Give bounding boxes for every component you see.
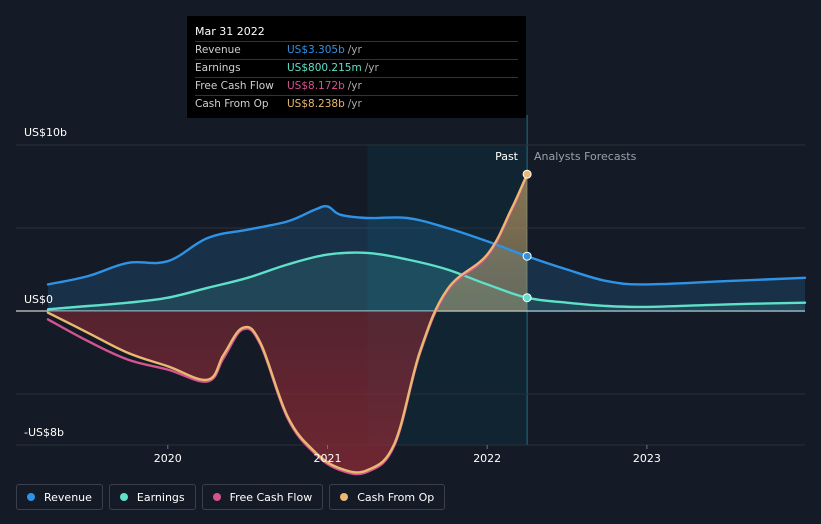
legend-dot-icon	[27, 493, 35, 501]
x-tick-label: 2023	[633, 452, 661, 465]
legend-dot-icon	[119, 493, 128, 501]
tooltip-row-fcf: Free Cash Flow US$8.172b /yr	[195, 77, 518, 95]
cfo-marker	[522, 169, 532, 179]
tooltip-name: Free Cash Flow	[195, 80, 274, 92]
legend-label: Free Cash Flow	[229, 490, 313, 504]
legend: Revenue Earnings Free Cash Flow Cash Fro…	[16, 484, 446, 510]
tooltip-row-cfo: Cash From Op US$8.238b /yr	[195, 95, 518, 113]
forecast-label: Analysts Forecasts	[534, 150, 637, 163]
cash-from-op-line	[46, 173, 529, 474]
tooltip-row-revenue: Revenue US$3.305b /yr	[195, 41, 518, 59]
x-tick-label: 2021	[313, 452, 341, 465]
tooltip-name: Cash From Op	[195, 98, 269, 110]
earnings-line	[46, 251, 807, 311]
tooltip-unit: /yr	[347, 98, 362, 110]
tooltip-unit: /yr	[347, 80, 362, 92]
tooltip-unit: /yr	[347, 44, 362, 56]
legend-item-cash-from-op[interactable]: Cash From Op	[329, 484, 446, 510]
revenue-line	[46, 204, 807, 286]
tooltip-name: Revenue	[195, 44, 241, 56]
legend-dot-icon	[212, 493, 221, 501]
tooltip-unit: /yr	[364, 62, 379, 74]
cash-from-op-negative-area	[48, 311, 528, 473]
legend-label: Revenue	[44, 490, 92, 504]
legend-item-earnings[interactable]: Earnings	[108, 484, 196, 510]
legend-dot-icon	[340, 493, 349, 501]
tooltip-value: US$8.172b	[287, 80, 345, 92]
legend-item-revenue[interactable]: Revenue	[16, 484, 103, 510]
revenue-marker	[522, 251, 532, 261]
x-tick-label: 2020	[154, 452, 182, 465]
x-tick-label: 2022	[473, 452, 501, 465]
y-label-zero: US$0	[24, 293, 53, 306]
legend-item-free-cash-flow[interactable]: Free Cash Flow	[201, 484, 324, 510]
legend-label: Earnings	[136, 490, 185, 504]
legend-label: Cash From Op	[357, 490, 435, 504]
tooltip-value: US$800.215m	[287, 62, 362, 74]
earnings-area	[48, 252, 805, 311]
tooltip-value: US$8.238b	[287, 98, 345, 110]
earnings-marker	[522, 293, 532, 303]
y-label-bottom: -US$8b	[24, 426, 64, 439]
tooltip-row-earnings: Earnings US$800.215m /yr	[195, 59, 518, 77]
tooltip: Mar 31 2022 Revenue US$3.305b /yr Earnin…	[187, 16, 526, 118]
tooltip-value: US$3.305b	[287, 44, 345, 56]
past-label: Past	[495, 150, 519, 163]
tooltip-date: Mar 31 2022	[195, 25, 265, 38]
tooltip-name: Earnings	[195, 62, 241, 74]
y-label-top: US$10b	[24, 126, 67, 139]
cash-from-op-positive-area	[48, 174, 528, 311]
